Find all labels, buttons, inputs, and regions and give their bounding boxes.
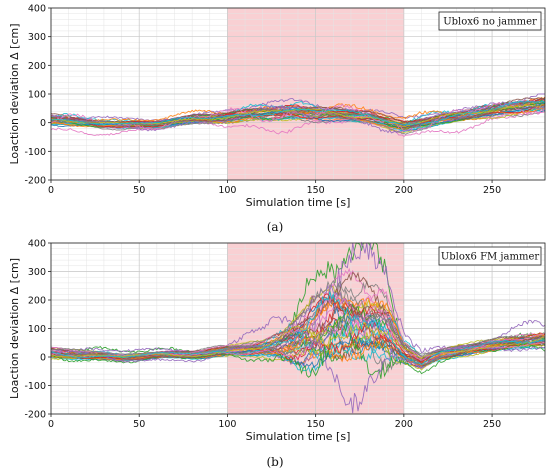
series-line [50,286,546,358]
series-line [51,102,546,130]
legend: Ublox6 FM jammer [438,246,542,266]
y-tick-label: -100 [24,381,46,392]
legend-box [438,11,542,31]
x-tick-label: 150 [307,185,325,196]
y-axis-label: Loaction deviation Δ [cm] [8,258,21,399]
series-line [50,97,546,128]
caption-b: (b) [266,455,283,469]
y-axis-label: Loaction deviation Δ [cm] [8,23,21,164]
series-line [50,321,546,365]
chart-panel-a: 0 50 100 150 200 250 -200 -100 0 100 200 300 400 Sim… [8,4,546,234]
series-line [50,100,546,126]
legend-label: Ublox6 no jammer [443,17,537,28]
series-line [50,100,545,126]
y-tick-label: 300 [28,267,46,278]
x-axis-label: Simulation time [s] [246,196,351,209]
x-tick-label: 250 [483,185,501,196]
legend-box [438,246,542,266]
x-tick-label: 250 [483,419,501,430]
x-tick-label: 50 [133,419,145,430]
y-tick-label: -200 [24,176,46,187]
y-tick-label: 200 [28,296,46,307]
series-line [50,283,546,373]
y-tick-label: 100 [28,324,46,335]
x-tick-label: 0 [48,185,54,196]
x-tick-label: 100 [218,185,236,196]
series-line [50,322,546,360]
chart-panel-b: 0 50 100 150 200 250 -200 -100 0 100 200 300 400 Sim… [8,239,546,469]
y-tick-label: 100 [28,90,46,101]
x-tick-label: 100 [218,419,236,430]
x-tick-label: 200 [395,419,413,430]
x-tick-label: 50 [133,185,145,196]
y-tick-label: 400 [28,239,46,250]
series-line [50,291,546,365]
series-lines [50,241,546,414]
y-tick-label: 300 [28,32,46,43]
x-tick-label: 200 [395,185,413,196]
y-tick-label: -100 [24,147,46,158]
legend-label: Ublox6 FM jammer [441,252,540,263]
y-tick-label: 400 [28,4,46,15]
legend: Ublox6 no jammer [438,11,542,31]
y-tick-label: 200 [28,61,46,72]
series-line [50,104,546,138]
y-tick-label: 0 [40,353,46,364]
y-tick-label: 0 [40,118,46,129]
y-tick-label: -200 [24,410,46,421]
caption-a: (a) [267,220,284,234]
x-axis-label: Simulation time [s] [246,430,351,443]
x-tick-label: 0 [48,419,54,430]
series-lines [50,93,546,138]
x-tick-label: 150 [307,419,325,430]
